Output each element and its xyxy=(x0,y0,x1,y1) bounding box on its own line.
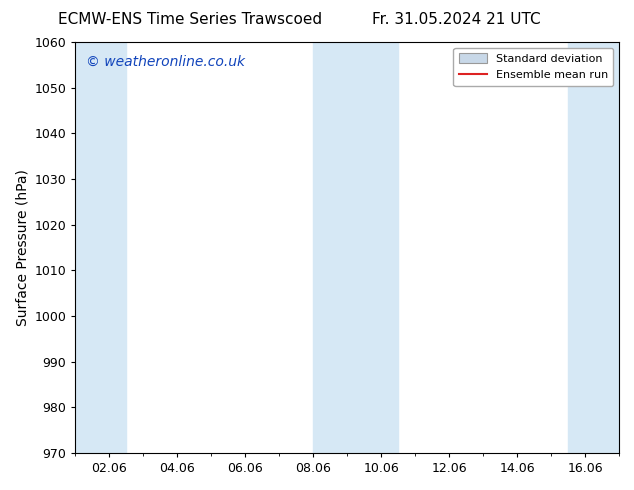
Y-axis label: Surface Pressure (hPa): Surface Pressure (hPa) xyxy=(15,169,29,326)
Text: Fr. 31.05.2024 21 UTC: Fr. 31.05.2024 21 UTC xyxy=(372,12,541,27)
Legend: Standard deviation, Ensemble mean run: Standard deviation, Ensemble mean run xyxy=(453,48,614,86)
Bar xyxy=(75,42,126,453)
Bar xyxy=(568,42,619,453)
Text: ECMW-ENS Time Series Trawscoed: ECMW-ENS Time Series Trawscoed xyxy=(58,12,322,27)
Text: © weatheronline.co.uk: © weatheronline.co.uk xyxy=(86,54,245,69)
Bar xyxy=(313,42,398,453)
